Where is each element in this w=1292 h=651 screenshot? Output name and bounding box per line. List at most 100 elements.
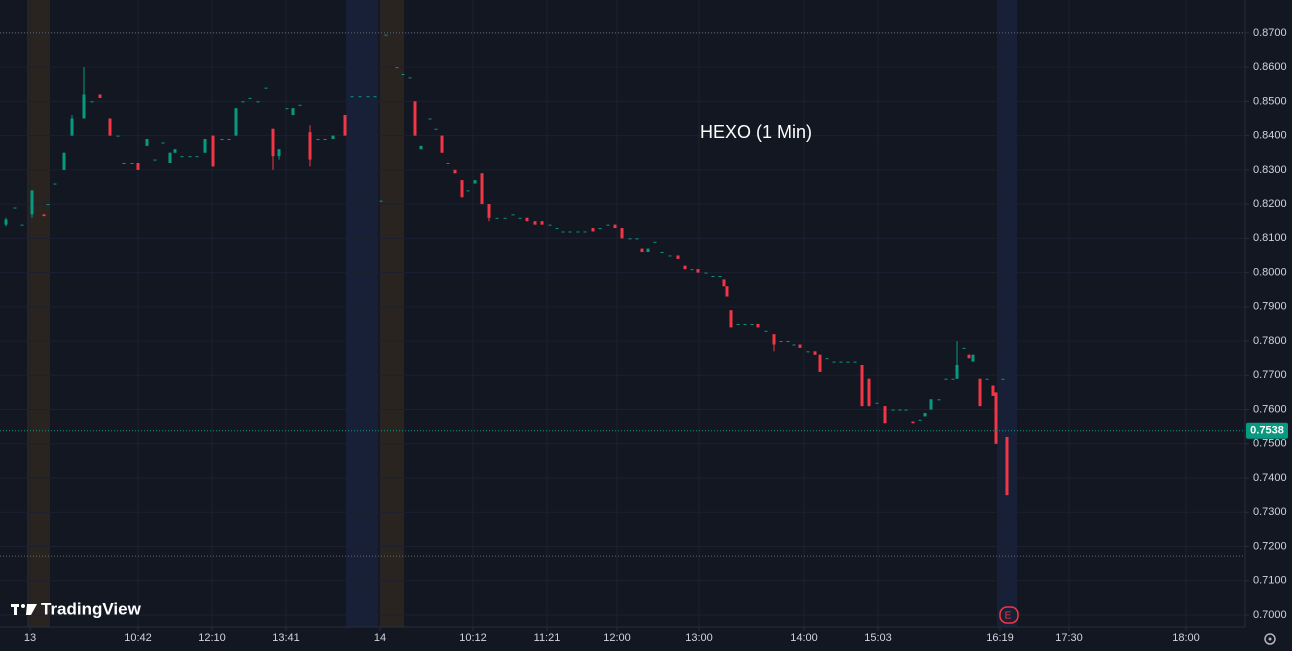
candle-body — [722, 279, 726, 287]
candle-body — [676, 255, 680, 259]
candle-body — [518, 217, 522, 219]
candle-body — [772, 334, 776, 345]
candle-body — [860, 365, 864, 407]
candle-body — [487, 204, 491, 218]
x-tick-label: 14:00 — [790, 632, 818, 644]
candle-body — [4, 219, 8, 225]
candle-body — [408, 77, 412, 79]
session-shading — [27, 0, 1017, 627]
candle-body — [291, 108, 295, 116]
candle-body — [358, 96, 362, 98]
candle-body — [264, 87, 268, 89]
candle-body — [453, 169, 457, 174]
candle-body — [743, 323, 747, 325]
candle-body — [606, 224, 610, 226]
candle-body — [446, 162, 450, 164]
candle-body — [750, 323, 754, 325]
candle-body — [967, 354, 971, 359]
candle-body — [53, 183, 57, 185]
candle-body — [832, 361, 836, 363]
candle-body — [323, 139, 327, 141]
tradingview-logo: TradingView — [11, 599, 142, 618]
candle-body — [401, 73, 405, 75]
y-tick-label: 0.7400 — [1253, 472, 1287, 484]
y-tick-label: 0.7600 — [1253, 403, 1287, 415]
candle-body — [285, 108, 289, 110]
candle-body — [923, 412, 927, 417]
logo-part — [26, 604, 37, 615]
y-tick-label: 0.8300 — [1253, 164, 1287, 176]
candle-body — [779, 341, 783, 343]
candle-body — [971, 354, 975, 362]
candle-body — [628, 238, 632, 240]
candle-body — [46, 204, 50, 206]
candle-body — [116, 135, 120, 137]
candle-body — [660, 252, 664, 254]
y-tick-label: 0.7800 — [1253, 335, 1287, 347]
candle-body — [70, 118, 74, 136]
candle-body — [867, 378, 871, 407]
gear[interactable] — [1264, 633, 1276, 645]
candle-body — [203, 139, 207, 153]
candle-body — [30, 190, 34, 215]
candle-body — [839, 361, 843, 363]
candle-body — [168, 152, 172, 163]
candle-body — [195, 156, 199, 158]
candle-body — [473, 180, 477, 184]
pre-market-band — [380, 0, 404, 627]
candle-body — [145, 139, 149, 146]
candle-body — [343, 115, 347, 136]
x-tick-label: 15:03 — [864, 632, 892, 644]
candle-body — [994, 392, 998, 444]
candle-body — [316, 139, 320, 141]
y-tick-label: 0.8700 — [1253, 27, 1287, 39]
y-tick-label: 0.8100 — [1253, 232, 1287, 244]
candle-body — [635, 238, 639, 240]
candle-body — [591, 228, 595, 232]
plot — [0, 34, 1245, 496]
candle-body — [653, 241, 657, 243]
candle-body — [598, 228, 602, 230]
candle-body — [704, 272, 708, 274]
y-tick-label: 0.8400 — [1253, 130, 1287, 142]
candle-body — [511, 214, 515, 216]
candle-body — [277, 149, 281, 157]
candle-body — [495, 217, 499, 219]
x-tick-label: 13:00 — [685, 632, 713, 644]
last-price-label: 0.7538 — [1250, 425, 1284, 437]
candle-body — [818, 354, 822, 372]
grid — [0, 0, 1245, 627]
candle-body — [668, 255, 672, 257]
candle-body — [561, 231, 565, 233]
y-tick-label: 0.7200 — [1253, 540, 1287, 552]
event-label[interactable]: E — [1005, 611, 1012, 622]
event-marker[interactable]: E — [999, 606, 1019, 624]
candle-body — [271, 128, 275, 157]
y-tick-label: 0.8200 — [1253, 198, 1287, 210]
candle-body — [875, 402, 879, 404]
x-tick-label: 12:00 — [603, 632, 631, 644]
candle-body — [440, 135, 444, 153]
candle-body — [729, 310, 733, 328]
candle-body — [122, 162, 126, 164]
candle-body — [413, 101, 417, 136]
candle-body — [583, 231, 587, 233]
candle-body — [683, 265, 687, 270]
candle-body — [130, 162, 134, 164]
candle-body — [248, 97, 252, 99]
candle-body — [82, 94, 86, 119]
after-hours-band — [346, 0, 378, 627]
candle-body — [955, 365, 959, 379]
logo-part — [14, 604, 17, 615]
gear-center[interactable] — [1268, 637, 1272, 641]
y-tick-label: 0.7000 — [1253, 609, 1287, 621]
candle-body — [640, 248, 644, 253]
event-badge[interactable] — [999, 606, 1019, 624]
candle-body — [13, 207, 17, 209]
x-tick-label: 12:10 — [198, 632, 226, 644]
settings-icon[interactable] — [1264, 633, 1276, 645]
logo-part — [21, 604, 25, 608]
candle-body — [395, 67, 399, 69]
candle-body — [379, 200, 383, 202]
